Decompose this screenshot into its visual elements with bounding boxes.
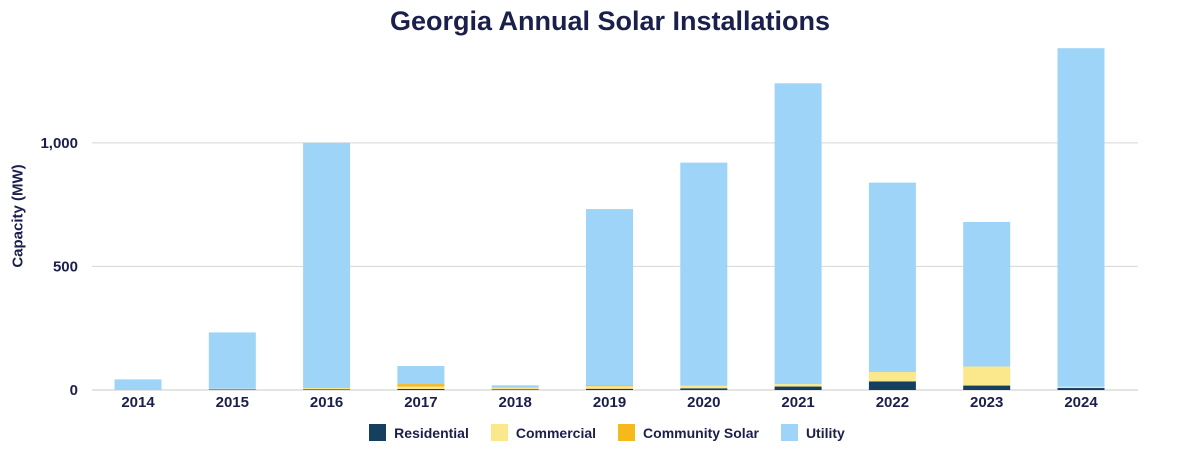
bar-utility-2017 — [397, 366, 445, 385]
legend-label-commercial: Commercial — [515, 424, 597, 441]
bar-utility-2020 — [680, 162, 728, 386]
bar-utility-2024 — [1057, 48, 1105, 387]
legend-item-commercial: Commercial — [490, 424, 597, 441]
bar-residential-2019 — [586, 388, 633, 390]
bar-utility-2023 — [963, 221, 1011, 367]
bar-utility-2021 — [774, 83, 822, 385]
bar-residential-2018 — [491, 389, 539, 390]
x-tick-label: 2021 — [781, 394, 814, 411]
bar-utility-2016 — [303, 142, 351, 389]
bar-residential-2024 — [1057, 388, 1105, 390]
bar-commercial-2015 — [208, 388, 256, 390]
bar-commercial-2022 — [868, 371, 916, 382]
legend-label-community-solar: Community Solar — [643, 424, 759, 441]
legend-swatch-commercial — [490, 424, 508, 441]
bar-residential-2021 — [774, 386, 822, 390]
chart-title: Georgia Annual Solar Installations — [389, 6, 831, 36]
bar-utility-2018 — [491, 385, 539, 388]
legend-label-utility: Utility — [805, 424, 845, 441]
legend-item-community-solar: Community Solar — [618, 424, 759, 441]
bar-community-solar-2019 — [586, 385, 633, 387]
legend-label-residential: Residential — [394, 424, 469, 441]
y-tick-label: 1,000 — [40, 135, 78, 152]
bar-commercial-2023 — [963, 366, 1011, 386]
legend-swatch-community-solar — [618, 424, 636, 441]
x-tick-label: 2023 — [970, 394, 1003, 411]
bar-commercial-2019 — [586, 386, 633, 389]
bar-utility-2022 — [868, 182, 916, 372]
bar-utility-2019 — [586, 209, 633, 386]
x-tick-label: 2019 — [593, 394, 626, 411]
bar-residential-2023 — [963, 385, 1011, 390]
x-tick-label: 2018 — [499, 394, 532, 411]
y-tick-label: 500 — [53, 258, 78, 275]
bar-commercial-2021 — [774, 384, 822, 387]
x-tick-label: 2015 — [216, 394, 249, 411]
y-tick-label: 0 — [70, 382, 78, 399]
bar-utility-2015 — [208, 332, 256, 389]
bar-commercial-2020 — [680, 385, 728, 389]
x-tick-label: 2022 — [876, 394, 909, 411]
x-tick-label: 2014 — [121, 394, 155, 411]
bar-commercial-2024 — [1057, 386, 1105, 389]
bar-utility-2014 — [114, 379, 162, 390]
bar-residential-2020 — [680, 388, 728, 390]
bar-commercial-2016 — [303, 388, 351, 390]
x-tick-label: 2020 — [687, 394, 720, 411]
legend-item-residential: Residential — [369, 424, 469, 441]
legend-swatch-utility — [780, 424, 798, 441]
bar-commercial-2017 — [397, 386, 445, 390]
bar-residential-2016 — [303, 389, 351, 390]
bar-residential-2022 — [868, 381, 916, 390]
legend-item-utility: Utility — [780, 424, 845, 441]
x-tick-label: 2016 — [310, 394, 343, 411]
bar-commercial-2018 — [491, 387, 539, 390]
bar-community-solar-2017 — [397, 384, 445, 387]
legend-swatch-residential — [369, 424, 387, 441]
bar-residential-2017 — [397, 389, 445, 390]
x-tick-label: 2017 — [404, 394, 437, 411]
x-tick-label: 2024 — [1064, 394, 1098, 411]
legend: Residential Commercial Community Solar U… — [0, 424, 1200, 441]
